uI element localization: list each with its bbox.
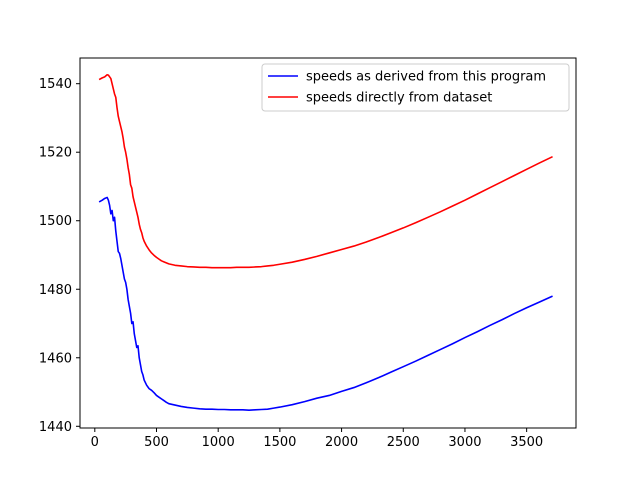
- series-line-0: [98, 196, 553, 411]
- plot-frame: [79, 57, 577, 429]
- x-tick-label: 2500: [387, 435, 420, 450]
- x-axis: 0 500 1000 1500 2000 2500 3000 3500: [91, 428, 543, 450]
- x-tick-label: 500: [144, 435, 169, 450]
- series-line-1: [98, 73, 553, 269]
- y-tick-label: 1520: [39, 146, 72, 161]
- y-tick-label: 1440: [39, 420, 72, 435]
- legend: speeds as derived from this program spee…: [261, 63, 570, 112]
- x-tick-label: 1500: [263, 435, 296, 450]
- x-tick-label: 3000: [448, 435, 481, 450]
- y-tick-label: 1460: [39, 351, 72, 366]
- series-layer: [98, 73, 553, 411]
- x-tick-label: 0: [91, 435, 99, 450]
- y-tick-label: 1480: [39, 283, 72, 298]
- legend-label-derived: speeds as derived from this program: [306, 70, 546, 85]
- x-tick-label: 1000: [202, 435, 235, 450]
- y-tick-label: 1540: [39, 77, 72, 92]
- x-tick-label: 3500: [510, 435, 543, 450]
- legend-label-dataset: speeds directly from dataset: [306, 91, 492, 106]
- x-tick-label: 2000: [325, 435, 358, 450]
- legend-box: [261, 63, 570, 112]
- y-tick-label: 1500: [39, 214, 72, 229]
- y-axis: 1440 1460 1480 1500 1520 1540: [39, 77, 80, 435]
